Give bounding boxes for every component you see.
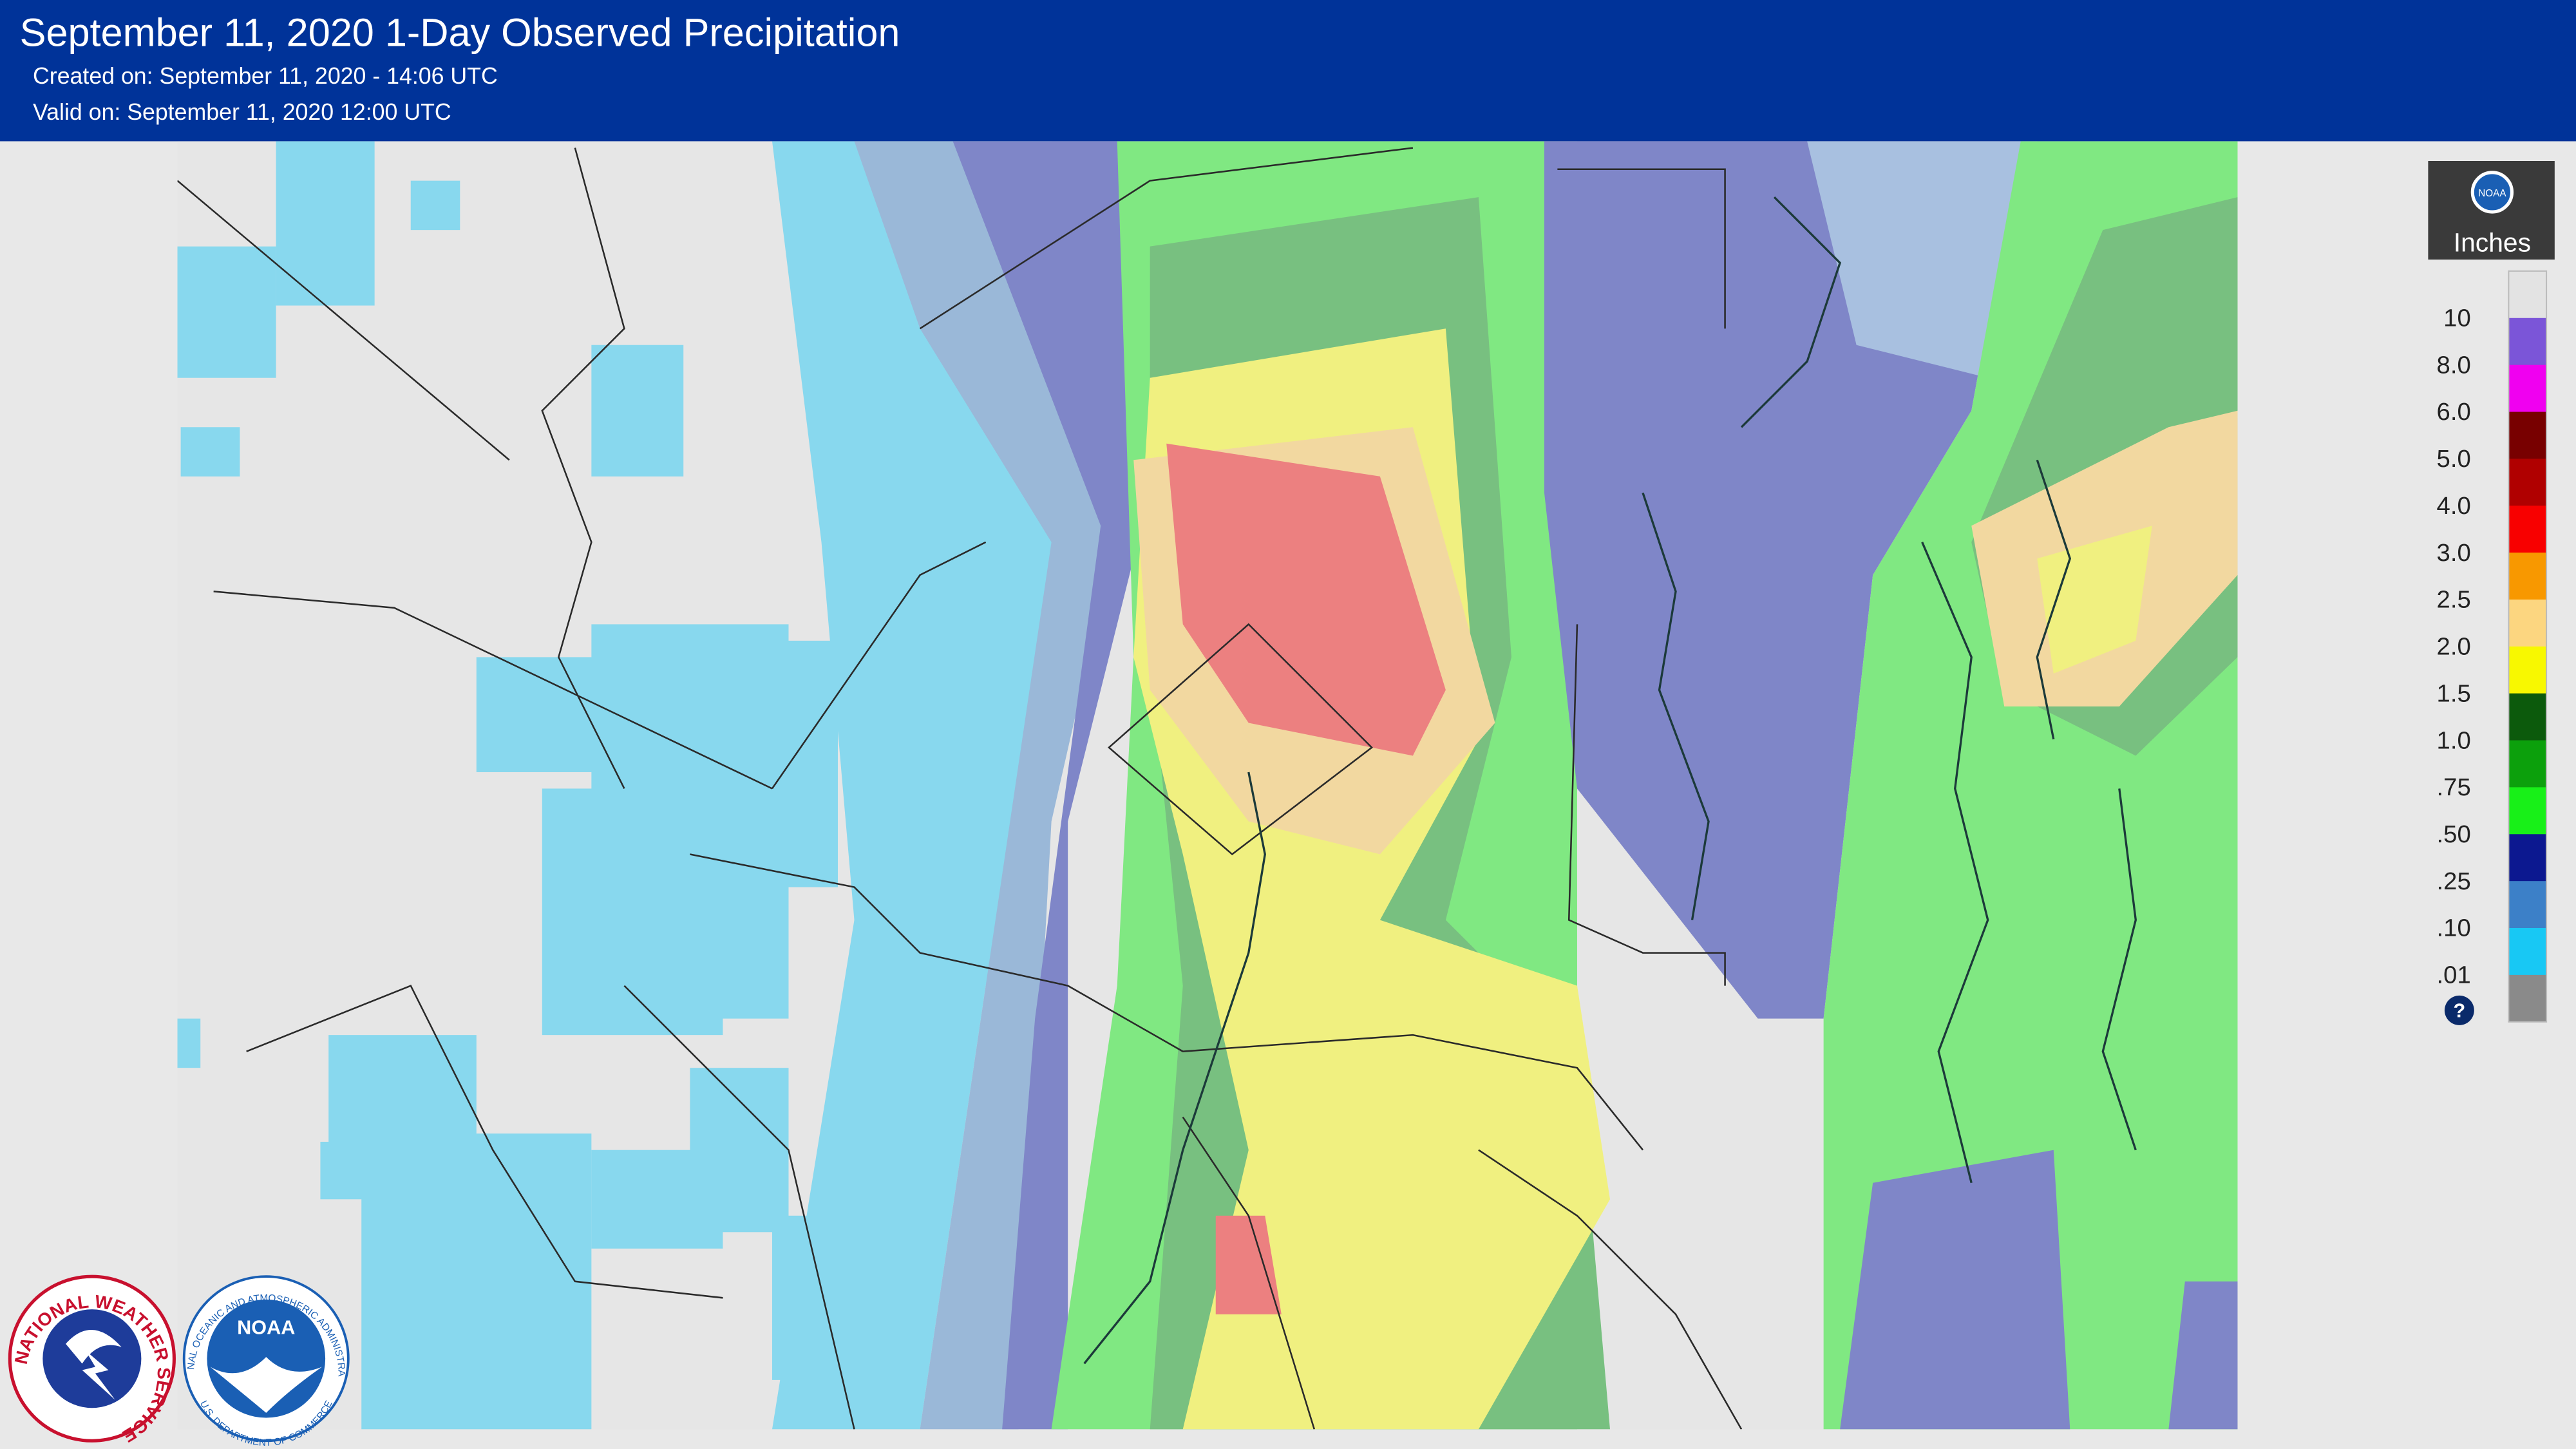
- legend-swatch: [2508, 365, 2547, 413]
- noaa-bird: [210, 1357, 322, 1413]
- legend-swatch: [2508, 646, 2547, 694]
- legend-swatch: [2508, 506, 2547, 553]
- legend-swatch: [2508, 787, 2547, 835]
- legend-swatch: [2508, 881, 2547, 929]
- legend-label: 1.0: [2437, 726, 2471, 754]
- legend-swatch: [2508, 928, 2547, 976]
- precip-band: [1840, 1150, 2070, 1430]
- header-bar: [0, 0, 2576, 142]
- legend-bar: [2508, 270, 2548, 1023]
- legend: NOAA Inches 10 8.0 6.0 5.0 4.0 3.0 2.5 2.0 1.5 1.…: [2428, 161, 2555, 1025]
- legend-swatch: [2508, 459, 2547, 507]
- precip-band: [1544, 141, 2021, 1019]
- legend-swatch: [2508, 599, 2547, 647]
- legend-swatch: [2508, 553, 2547, 600]
- legend-bar-edge: [2508, 270, 2548, 1023]
- precip-band: [1807, 141, 2038, 378]
- boundaries: [177, 147, 2137, 1430]
- map: [177, 141, 2238, 1430]
- valid-time: Valid on: September 11, 2020 12:00 UTC: [33, 99, 451, 125]
- legend-swatch: [2508, 412, 2547, 460]
- legend-label: .25: [2437, 867, 2471, 895]
- legend-label: 1.5: [2437, 679, 2471, 707]
- precip-band: [854, 141, 1150, 1430]
- legend-label: .75: [2437, 773, 2471, 801]
- nws-logo: NATIONAL WEATHER SERVICE: [8, 1274, 176, 1446]
- legend-label: 3.0: [2437, 539, 2471, 567]
- legend-labels: 10 8.0 6.0 5.0 4.0 3.0 2.5 2.0 1.5 1.0 .75 .50 .25 .1…: [2437, 305, 2471, 989]
- legend-swatch: [2508, 740, 2547, 788]
- legend-label: 2.5: [2437, 586, 2471, 614]
- help-icon[interactable]: ?: [2454, 1000, 2466, 1022]
- legend-swatch: [2508, 317, 2547, 366]
- legend-label: .10: [2437, 914, 2471, 942]
- legend-swatch: [2508, 270, 2547, 319]
- legend-label: .01: [2437, 961, 2471, 989]
- legend-label: 4.0: [2437, 492, 2471, 520]
- precip-band: [1166, 443, 1446, 756]
- precip-band: [1215, 1215, 1282, 1314]
- legend-logo: [2470, 171, 2514, 214]
- precip-band: [2037, 526, 2152, 674]
- precip-band: [952, 141, 1183, 1430]
- legend-logo-text: NOAA: [2478, 188, 2506, 199]
- title: September 11, 2020 1-Day Observed Precip…: [20, 10, 900, 54]
- nws-symbol: [66, 1329, 122, 1400]
- legend-unit: Inches: [2454, 227, 2531, 257]
- legend-swatch: [2508, 974, 2547, 1023]
- legend-label: 5.0: [2437, 445, 2471, 473]
- legend-swatch: [2508, 834, 2547, 882]
- legend-label: 2.0: [2437, 633, 2471, 661]
- legend-label: 10: [2443, 305, 2471, 332]
- noaa-text: NOAA: [237, 1316, 295, 1338]
- legend-label: 6.0: [2437, 398, 2471, 426]
- legend-label: 8.0: [2437, 351, 2471, 379]
- help-button[interactable]: [2444, 995, 2474, 1025]
- legend-label: .50: [2437, 820, 2471, 848]
- created-time: Created on: September 11, 2020 - 14:06 U…: [33, 63, 498, 89]
- legend-swatch: [2508, 693, 2547, 741]
- precip-band: [2168, 1281, 2238, 1430]
